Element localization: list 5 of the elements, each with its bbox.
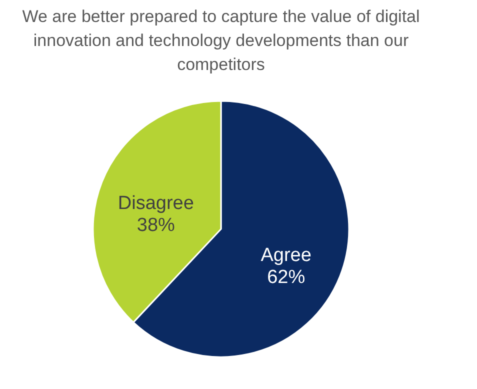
chart-title: We are better prepared to capture the value of digital innovation and technology developments than our competitors bbox=[22, 7, 420, 74]
data-label: 38% bbox=[136, 215, 176, 236]
slice-label: Agree bbox=[260, 244, 312, 266]
slice-label: Disagree bbox=[118, 193, 194, 214]
data-label: 62% bbox=[267, 266, 306, 288]
